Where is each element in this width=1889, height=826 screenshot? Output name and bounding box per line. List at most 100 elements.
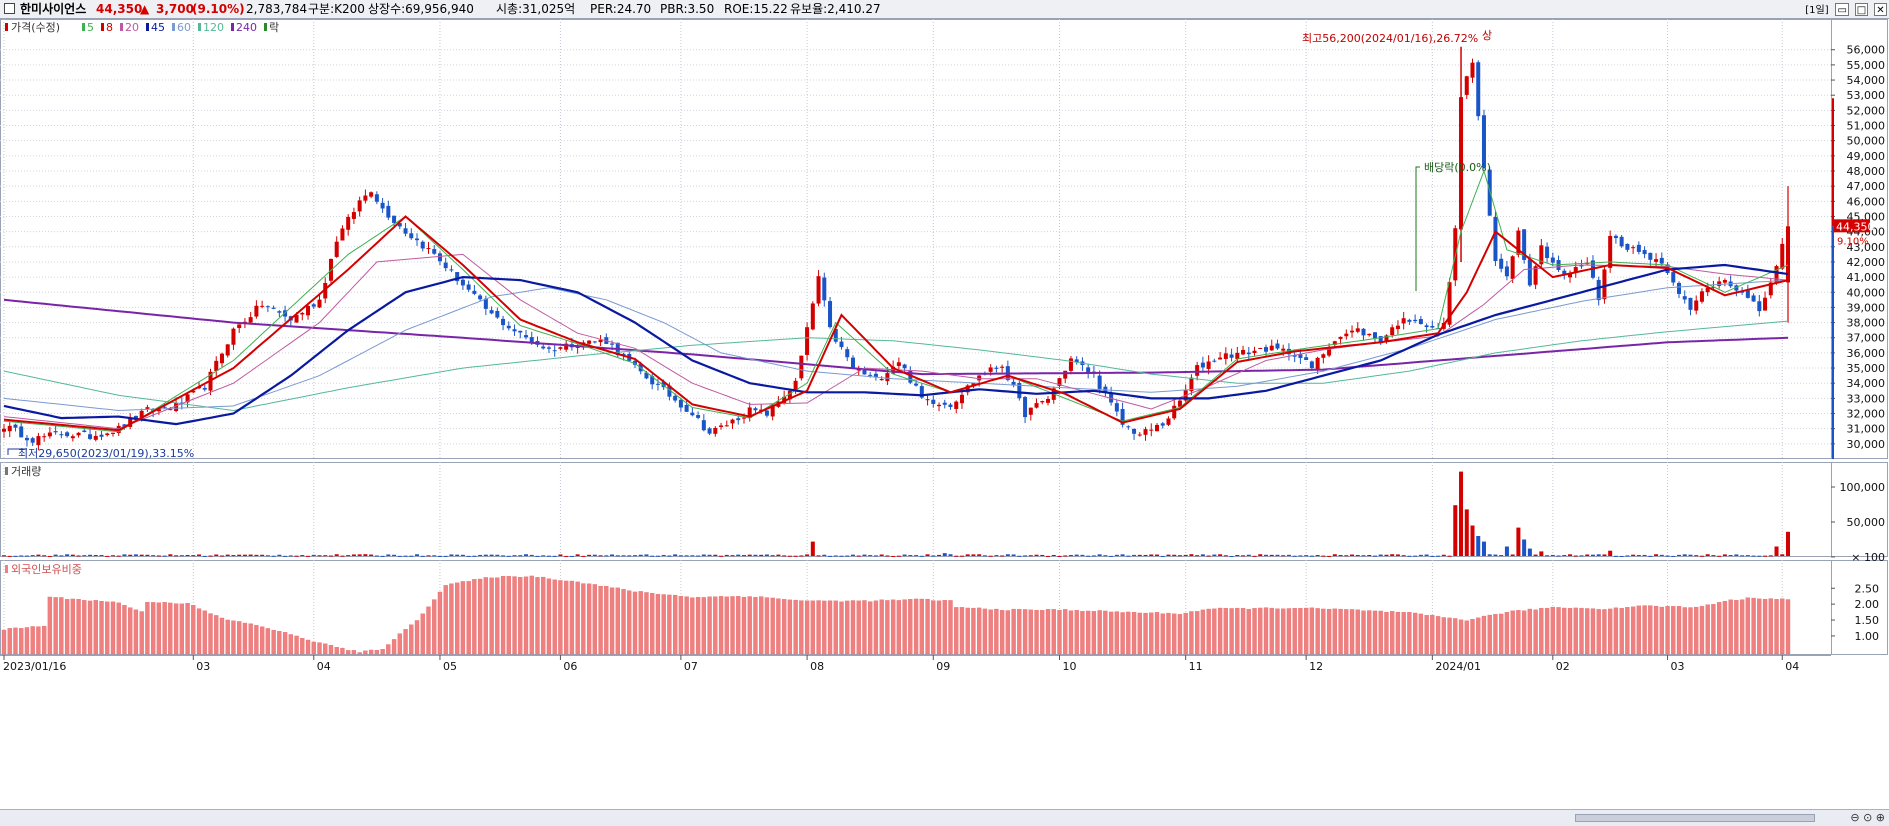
minimize-icon[interactable]: ▭: [1835, 3, 1849, 16]
candle: [782, 396, 787, 403]
legend-ma-swatch: [172, 23, 175, 31]
volume-bar: [753, 554, 758, 556]
foreign-bar: [1390, 611, 1395, 655]
foreign-bar: [604, 585, 609, 655]
volume-bar: [1545, 555, 1550, 557]
foreign-bar: [1344, 609, 1349, 655]
foreign-bar: [747, 596, 752, 655]
foreign-bar: [1011, 608, 1016, 655]
foreign-bar: [254, 625, 259, 655]
candle: [896, 362, 901, 366]
x-tick-label: 11: [1189, 660, 1203, 673]
candle: [564, 343, 569, 350]
volume-bar: [374, 555, 379, 557]
volume-bar: [1573, 555, 1578, 557]
foreign-bar: [592, 584, 598, 655]
price-tick-label: 48,000: [1847, 165, 1886, 178]
volume-bar: [937, 554, 942, 556]
volume-bar: [512, 555, 517, 557]
foreign-bar: [1040, 610, 1045, 655]
volume-bar: [1103, 555, 1108, 557]
ma8-line: [3, 215, 1789, 432]
volume-bar: [1745, 555, 1750, 557]
scroll-thumb[interactable]: [1575, 814, 1815, 822]
candle: [891, 366, 896, 374]
candle: [523, 335, 529, 338]
foreign-bar: [110, 601, 116, 655]
foreign-bar: [495, 577, 500, 655]
foreign-bar: [105, 601, 110, 655]
volume-bar: [76, 555, 81, 557]
current-pct-label: 9.10%: [1837, 236, 1869, 247]
foreign-bar: [925, 598, 930, 655]
volume-legend-swatch: [5, 467, 8, 475]
foreign-bar: [59, 597, 64, 655]
foreign-bar: [753, 597, 758, 655]
price-tick-label: 55,000: [1847, 59, 1886, 72]
volume-bar: [696, 555, 701, 557]
volume-bar: [1613, 555, 1618, 557]
zoom-in-icon[interactable]: ⊕: [1875, 811, 1885, 824]
candle: [988, 367, 993, 372]
legend-ma-label: 240: [236, 21, 257, 34]
volume-bar: [868, 555, 873, 557]
foreign-bar: [793, 599, 798, 655]
period-button[interactable]: [1일]: [1805, 5, 1829, 16]
stock-name: 한미사이언스: [20, 2, 87, 16]
candle: [598, 339, 603, 343]
volume-bar: [1378, 554, 1383, 556]
volume-bar: [1126, 555, 1131, 557]
foreign-bar: [1298, 608, 1303, 655]
foreign-bar: [942, 600, 947, 655]
close-icon[interactable]: ✕: [1874, 3, 1887, 16]
foreign-bar: [541, 576, 546, 655]
title-bar: 한미사이언스 44,350 ▲ 3,700 (9.10%) 2,783,784 …: [0, 0, 1889, 19]
volume-bar: [621, 555, 626, 557]
foreign-bar: [569, 580, 575, 655]
volume-bar: [1596, 554, 1601, 556]
legend-price-swatch: [5, 23, 8, 31]
foreign-bar: [1671, 606, 1676, 655]
foreign-bar: [546, 578, 552, 655]
foreign-bar: [695, 597, 701, 655]
volume-bar: [1350, 554, 1355, 556]
foreign-bar: [13, 627, 18, 655]
zoom-reset-icon[interactable]: ⊙: [1863, 811, 1873, 824]
stock-chart[interactable]: 30,000 31,000 32,000 33,000 34,000 35,000 36,0…: [0, 19, 1889, 809]
volume-bar: [1625, 555, 1630, 557]
candle: [770, 404, 775, 417]
candle: [1355, 328, 1360, 332]
candle: [1074, 359, 1079, 363]
volume-bar: [610, 554, 615, 556]
volume-bar: [1017, 555, 1022, 557]
candle: [655, 383, 660, 385]
foreign-bar: [638, 591, 643, 655]
volume-bar: [592, 554, 597, 556]
zoom-out-icon[interactable]: ⊖: [1850, 811, 1860, 824]
volume-bar: [1527, 548, 1532, 556]
market-category: 구분:K200: [308, 2, 365, 16]
volume-bar: [919, 555, 924, 557]
foreign-bar: [1258, 607, 1263, 655]
maximize-icon[interactable]: □: [1854, 3, 1869, 16]
volume-bar: [1372, 555, 1377, 557]
volume-bar: [65, 554, 70, 556]
candle: [1223, 353, 1228, 359]
candle: [850, 357, 855, 369]
foreign-bar: [1722, 601, 1728, 655]
price-tick-label: 39,000: [1847, 301, 1886, 314]
volume-bar: [1734, 554, 1739, 556]
foreign-bar: [810, 600, 815, 655]
select-checkbox[interactable]: [4, 3, 15, 14]
price-tick-label: 53,000: [1847, 89, 1886, 102]
candle: [1527, 259, 1532, 286]
volume-bar: [1292, 555, 1297, 557]
foreign-bar: [1648, 605, 1653, 655]
foreign-bar: [1435, 616, 1441, 655]
candle: [822, 277, 827, 301]
candle: [587, 340, 592, 344]
volume-bar: [443, 555, 448, 557]
candle: [1522, 229, 1527, 260]
price-tick-label: 51,000: [1847, 120, 1886, 133]
foreign-tick-label: 2.50: [1855, 582, 1880, 595]
